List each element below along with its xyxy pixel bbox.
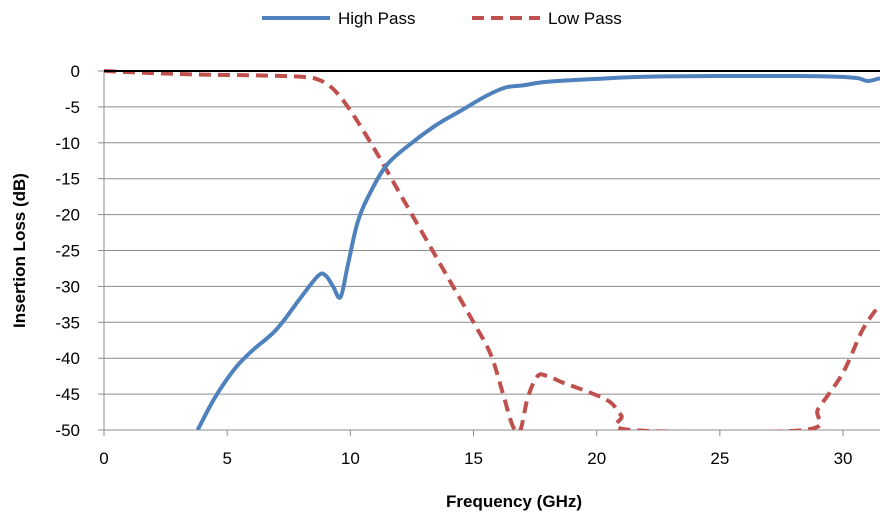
legend-label-high-pass: High Pass [338, 9, 415, 28]
y-tick-label: -5 [65, 98, 80, 117]
y-tick-label: -50 [55, 421, 80, 440]
axes [98, 70, 880, 436]
x-tick-label: 15 [464, 449, 483, 468]
y-tick-label: -40 [55, 349, 80, 368]
x-tick-label: 25 [710, 449, 729, 468]
y-tick-label: -25 [55, 242, 80, 261]
x-tick-label: 10 [341, 449, 360, 468]
y-axis-title: Insertion Loss (dB) [10, 173, 29, 328]
series-line-low-pass [104, 69, 880, 430]
x-axis-title: Frequency (GHz) [446, 492, 582, 511]
x-tick-label: 20 [587, 449, 606, 468]
legend-label-low-pass: Low Pass [548, 9, 622, 28]
y-tick-label: -45 [55, 385, 80, 404]
y-tick-label: 0 [71, 62, 80, 81]
y-tick-label: -30 [55, 277, 80, 296]
gridlines [104, 106, 880, 431]
y-tick-label: -35 [55, 313, 80, 332]
x-tick-label: 5 [222, 449, 231, 468]
series-layer [104, 69, 880, 430]
tick-labels: 0 -5 -10 -15 -20 -25 -30 -35 -40 -45 -50 0 5 10 15 20 25… [55, 62, 852, 468]
x-tick-label: 30 [834, 449, 853, 468]
y-tick-label: -15 [55, 170, 80, 189]
series-line-high-pass [195, 73, 880, 430]
x-tick-label: 0 [99, 449, 108, 468]
legend: High Pass Low Pass [262, 9, 622, 28]
y-tick-label: -10 [55, 134, 80, 153]
y-tick-label: -20 [55, 206, 80, 225]
